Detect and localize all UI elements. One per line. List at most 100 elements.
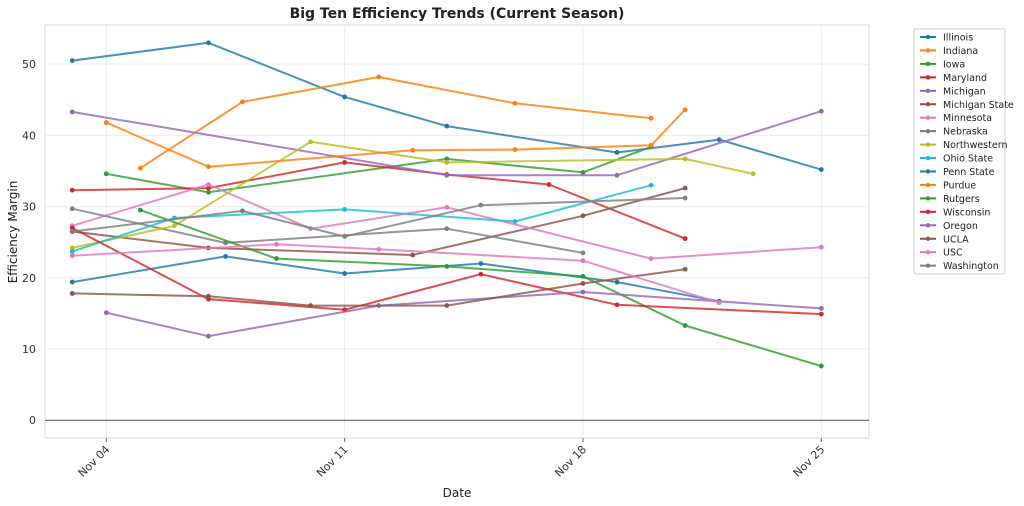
legend-label-usc: USC xyxy=(943,248,963,259)
data-point-washington-0 xyxy=(69,229,75,234)
series-maryland xyxy=(69,160,688,242)
data-point-minnesota-3 xyxy=(444,204,450,210)
data-point-washington-2 xyxy=(342,234,348,239)
legend: Illinois Indiana Iowa Maryland Michigan Michi… xyxy=(913,28,1014,275)
data-point-maryland-1 xyxy=(206,185,211,191)
legend-label-rutgers: Rutgers xyxy=(943,194,980,205)
data-point-washington-1 xyxy=(240,208,245,214)
legend-entry-indiana: Indiana xyxy=(920,46,978,57)
data-point-ucla-2 xyxy=(308,303,313,308)
series-line-purdue xyxy=(105,109,686,168)
data-point-northwestern-0 xyxy=(69,245,75,251)
data-point-ucla-3 xyxy=(444,303,450,308)
data-point-northwestern-4 xyxy=(682,156,688,162)
x-tick-label-4: Nov 04 xyxy=(76,443,113,480)
data-point-rutgers-5 xyxy=(818,363,824,369)
data-point-ucla-1 xyxy=(206,293,211,299)
data-point-wisconsin-3 xyxy=(478,271,484,277)
legend-label-northwestern: Northwestern xyxy=(943,140,1007,151)
legend-marker-usc xyxy=(925,250,931,255)
data-point-rutgers-0 xyxy=(137,207,143,213)
data-point-northwestern-5 xyxy=(750,171,756,177)
y-tick-label-50: 50 xyxy=(22,58,36,71)
data-point-michigan-state-3 xyxy=(580,213,586,219)
data-point-penn-state-2 xyxy=(342,271,348,276)
series-washington xyxy=(69,195,688,239)
data-point-penn-state-1 xyxy=(223,254,228,259)
data-point-michigan-1 xyxy=(444,172,450,178)
data-point-maryland-0 xyxy=(69,187,75,193)
legend-label-minnesota: Minnesota xyxy=(943,113,992,124)
legend-entry-penn-state: Penn State xyxy=(920,167,995,178)
legend-marker-oregon xyxy=(925,223,931,228)
x-tick-labels: Nov 04 Nov 11 Nov 18 Nov 25 xyxy=(76,438,827,480)
series-line-wisconsin xyxy=(71,227,822,316)
legend-entry-washington: Washington xyxy=(920,261,999,272)
legend-entry-iowa: Iowa xyxy=(920,59,965,70)
legend-entry-northwestern: Northwestern xyxy=(920,140,1007,151)
series-line-rutgers xyxy=(139,209,822,368)
legend-marker-maryland xyxy=(925,75,931,80)
legend-label-iowa: Iowa xyxy=(943,59,965,70)
legend-marker-nebraska xyxy=(925,128,931,134)
legend-marker-ohio-state xyxy=(925,155,931,161)
data-point-usc-4 xyxy=(716,300,722,306)
data-point-nebraska-3 xyxy=(580,250,586,256)
data-point-rutgers-2 xyxy=(444,263,450,269)
legend-entry-minnesota: Minnesota xyxy=(920,113,992,124)
data-point-ohio-state-0 xyxy=(69,249,75,254)
series-lines xyxy=(69,40,824,369)
data-point-penn-state-4 xyxy=(614,279,620,285)
legend-label-washington: Washington xyxy=(943,261,999,272)
data-point-michigan-2 xyxy=(614,172,620,178)
data-point-oregon-1 xyxy=(206,333,211,339)
data-point-penn-state-0 xyxy=(69,279,75,285)
legend-entry-nebraska: Nebraska xyxy=(920,127,988,138)
series-line-penn-state xyxy=(72,255,720,303)
data-point-indiana-1 xyxy=(240,99,245,105)
series-line-ucla xyxy=(72,268,686,307)
data-point-rutgers-4 xyxy=(682,323,688,328)
series-usc xyxy=(69,241,722,306)
legend-label-ucla: UCLA xyxy=(943,234,969,245)
series-line-maryland xyxy=(72,161,686,240)
x-axis-label: Date xyxy=(443,486,472,500)
data-point-northwestern-1 xyxy=(171,223,177,229)
y-tick-label-10: 10 xyxy=(22,343,36,356)
y-tick-label-20: 20 xyxy=(22,272,36,285)
y-tick-label-0: 0 xyxy=(29,414,36,427)
data-point-purdue-0 xyxy=(103,120,109,125)
data-point-wisconsin-0 xyxy=(69,225,75,231)
data-point-purdue-4 xyxy=(648,142,654,148)
series-line-michigan xyxy=(72,110,822,177)
data-point-indiana-0 xyxy=(137,165,143,171)
data-point-indiana-4 xyxy=(648,115,654,121)
legend-label-nebraska: Nebraska xyxy=(943,127,988,138)
data-point-purdue-1 xyxy=(206,164,211,170)
data-point-ucla-0 xyxy=(69,291,75,296)
legend-label-purdue: Purdue xyxy=(943,180,976,191)
data-point-oregon-3 xyxy=(580,289,586,295)
data-point-iowa-1 xyxy=(206,189,211,195)
data-point-northwestern-3 xyxy=(444,160,450,165)
data-point-illinois-5 xyxy=(716,137,722,143)
legend-entry-purdue: Purdue xyxy=(920,180,976,191)
legend-marker-michigan-state xyxy=(925,102,931,107)
data-point-purdue-3 xyxy=(512,147,518,153)
legend-marker-rutgers xyxy=(925,196,931,201)
data-point-illinois-3 xyxy=(444,123,450,129)
data-point-penn-state-3 xyxy=(478,261,484,266)
data-point-ucla-5 xyxy=(682,266,688,272)
data-point-iowa-3 xyxy=(580,169,586,175)
legend-label-illinois: Illinois xyxy=(943,33,973,44)
data-point-wisconsin-5 xyxy=(818,311,824,317)
y-tick-labels: 0 10 20 30 40 50 xyxy=(22,58,36,427)
legend-entry-ucla: UCLA xyxy=(920,234,969,245)
data-point-illinois-2 xyxy=(342,94,348,100)
legend-entry-oregon: Oregon xyxy=(920,221,978,232)
data-point-illinois-4 xyxy=(614,150,620,155)
data-point-northwestern-2 xyxy=(308,139,313,145)
data-point-maryland-4 xyxy=(546,182,552,187)
data-point-illinois-0 xyxy=(69,58,75,64)
